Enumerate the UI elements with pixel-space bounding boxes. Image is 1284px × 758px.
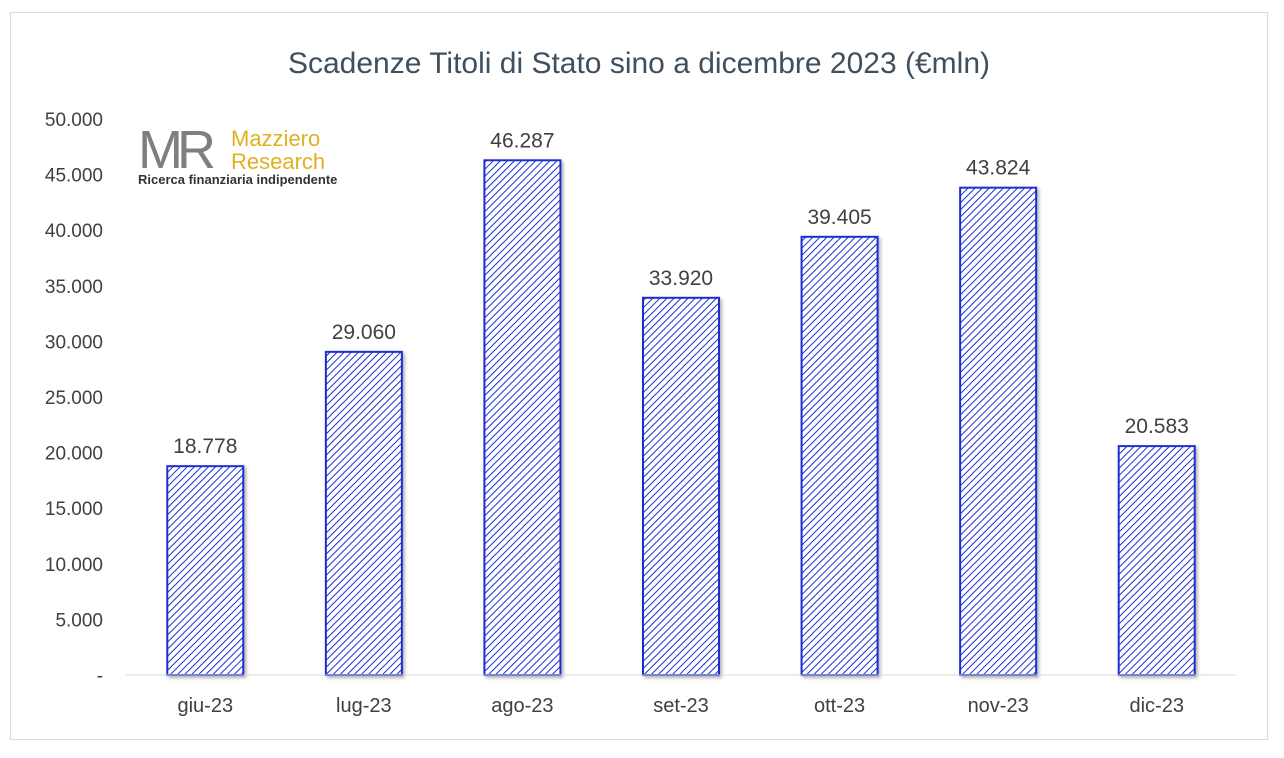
data-label: 20.583 [1125, 415, 1189, 438]
y-tick-label: 5.000 [55, 610, 103, 631]
bar-chart: Scadenze Titoli di Stato sino a dicembre… [45, 47, 1236, 717]
bar [1117, 445, 1196, 676]
chart-frame: Scadenze Titoli di Stato sino a dicembre… [10, 12, 1268, 740]
data-label: 18.778 [173, 435, 237, 458]
y-tick-label: 50.000 [45, 110, 103, 131]
y-tick-label: 10.000 [45, 555, 103, 576]
data-label: 46.287 [490, 129, 554, 152]
x-tick-label: dic-23 [1129, 695, 1183, 717]
logo-tagline: Ricerca finanziaria indipendente [138, 172, 337, 187]
x-tick-label: ott-23 [814, 695, 865, 717]
chart-title: Scadenze Titoli di Stato sino a dicembre… [288, 47, 990, 80]
bar [324, 350, 403, 676]
y-tick-label: 20.000 [45, 444, 103, 465]
y-tick-label: 25.000 [45, 388, 103, 409]
y-tick-label: 30.000 [45, 332, 103, 353]
data-label: 33.920 [649, 267, 713, 290]
bar [959, 186, 1038, 676]
y-tick-label: 35.000 [45, 277, 103, 298]
data-label: 39.405 [807, 206, 871, 229]
y-tick-label: 45.000 [45, 166, 103, 187]
data-label: 29.060 [332, 321, 396, 344]
bar [483, 159, 562, 676]
bar [166, 465, 245, 676]
bar [800, 235, 879, 676]
logo-brand-line2: Research [231, 149, 325, 174]
y-tick-label: 40.000 [45, 221, 103, 242]
bars [166, 159, 1196, 676]
y-axis: - 5.000 10.000 15.000 20.000 25.000 30.000 35.0… [45, 110, 103, 687]
y-tick-label: - [97, 666, 103, 687]
data-label: 43.824 [966, 157, 1031, 180]
logo-mark: MR [138, 120, 214, 180]
x-tick-label: giu-23 [177, 695, 233, 717]
y-tick-label: 15.000 [45, 499, 103, 520]
logo-brand-line1: Mazziero [231, 126, 320, 151]
x-tick-label: ago-23 [491, 695, 553, 717]
data-labels: 18.778 29.060 46.287 33.920 39.405 43.824 20.5… [173, 129, 1189, 458]
x-tick-label: set-23 [653, 695, 709, 717]
bar [642, 296, 720, 676]
x-tick-label: lug-23 [336, 695, 392, 717]
x-tick-label: nov-23 [968, 695, 1029, 717]
company-logo: MR Mazziero Research Ricerca finanziaria… [138, 120, 337, 187]
x-axis: giu-23 lug-23 ago-23 set-23 ott-23 nov-23 dic-… [177, 695, 1183, 717]
